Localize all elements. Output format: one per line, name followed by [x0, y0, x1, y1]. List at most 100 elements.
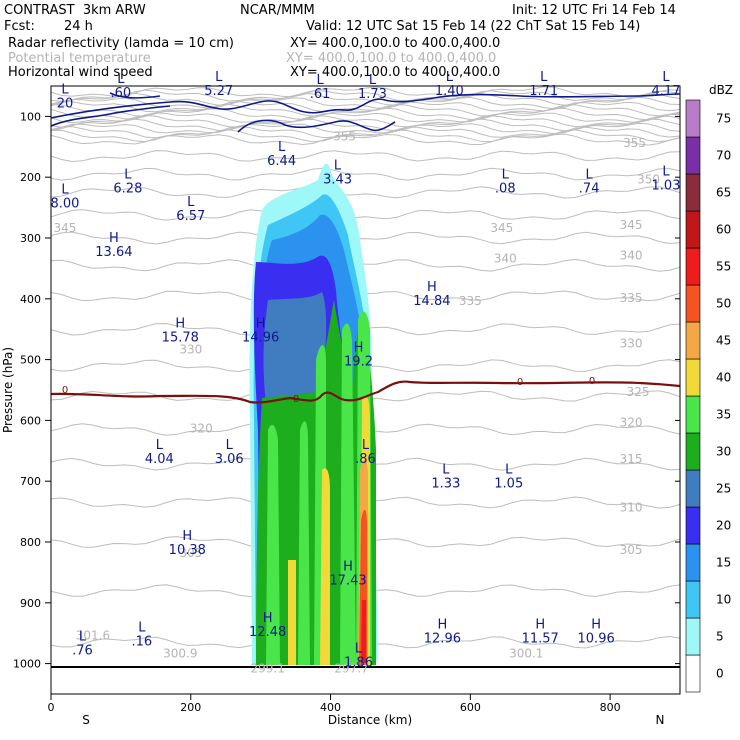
wind-extremum-value: 3.06: [215, 452, 244, 467]
model-title: CONTRAST 3km ARW: [4, 3, 146, 18]
theta-line: [51, 209, 680, 221]
wind-extremum-type: H: [182, 529, 192, 544]
y-tick-label: 900: [20, 597, 41, 610]
wind-extremum-value: 20: [57, 96, 74, 111]
field-reflectivity-xy: XY= 400.0,100.0 to 400.0,400.0: [290, 36, 501, 51]
colorbar-swatch: [685, 136, 701, 175]
wind-extremum-value: 4.04: [145, 452, 174, 467]
colorbar-swatch: [685, 654, 701, 693]
wind-extremum-type: H: [354, 341, 364, 356]
theta-label: 345: [490, 221, 513, 235]
y-tick-label: 300: [20, 232, 41, 245]
wind-extremum-value: 19.2: [344, 355, 373, 370]
colorbar-level-label: 35: [716, 408, 731, 422]
theta-label: 330: [179, 343, 202, 357]
theta-line: [51, 186, 680, 199]
y-tick-label: 100: [20, 110, 41, 123]
refl-55dbz: [361, 600, 366, 665]
wind-extremum-value: 1.03: [652, 178, 681, 193]
x-axis-label: Distance (km): [328, 713, 412, 727]
theta-line: [51, 129, 680, 143]
theta-label: 305: [179, 546, 202, 560]
wind-extremum-value: .61: [310, 87, 331, 102]
colorbar-swatch: [685, 617, 701, 656]
wind-extremum-value: 8.00: [51, 197, 80, 212]
wind-extremum-value: 4.17: [652, 84, 681, 99]
colorbar-swatch: [685, 99, 701, 138]
x-tick-label: 400: [320, 701, 341, 714]
field-theta-name: Potential temperature: [8, 51, 151, 66]
wind-extremum-type: H: [591, 617, 601, 632]
colorbar-level-label: 45: [716, 334, 731, 348]
theta-label: 355: [333, 130, 356, 144]
y-tick-label: 800: [20, 536, 41, 549]
wind-extremum-value: 3.43: [323, 172, 352, 187]
wind-extremum-type: L: [502, 167, 510, 182]
theta-line: [51, 231, 680, 245]
theta-line: [51, 100, 680, 113]
theta-label: 320: [190, 422, 213, 436]
colorbar-level-label: 5: [716, 630, 724, 644]
wind-extremum-value: 11.57: [522, 631, 559, 646]
colorbar-level-label: 40: [716, 371, 731, 385]
theta-label: 335: [459, 294, 482, 308]
wind-extremum-value: 12.48: [249, 625, 286, 640]
wind-extremum-value: 10.96: [578, 631, 615, 646]
colorbar-level-label: 70: [716, 149, 731, 163]
zero-line-label: 0: [517, 377, 523, 388]
wind-extremum-type: L: [446, 70, 454, 85]
wind-extremum-type: L: [586, 167, 594, 182]
wind-extremum-value: 15.78: [162, 330, 199, 345]
wind-extremum-type: L: [334, 158, 342, 173]
colorbar-swatch: [685, 395, 701, 434]
wind-extremum-type: L: [662, 164, 670, 179]
wind-extremum-type: H: [256, 316, 266, 331]
x-tick-label: 600: [460, 701, 481, 714]
colorbar-swatch: [685, 469, 701, 508]
plot-frame: [50, 85, 681, 695]
theta-line: [51, 103, 680, 117]
wind-extremum-value: .74: [579, 181, 600, 196]
colorbar-level-label: 65: [716, 186, 731, 200]
wind-extremum-value: .76: [72, 643, 93, 658]
field-theta-xy: XY= 400.0,100.0 to 400.0,400.0: [286, 51, 497, 66]
valid-time: Valid: 12 UTC Sat 15 Feb 14 (22 ChT Sat …: [306, 19, 641, 34]
colorbar-swatch: [685, 506, 701, 545]
theta-label: 320: [620, 415, 643, 429]
colorbar-swatch: [685, 321, 701, 360]
x-tick-label: 800: [600, 701, 621, 714]
zero-line-label: 0: [62, 385, 68, 396]
theta-line: [51, 86, 680, 98]
theta-line: [51, 258, 680, 272]
wind-extremum-value: 13.64: [95, 245, 132, 260]
x-end-label-left: S: [82, 713, 90, 727]
zero-line-label: 0: [589, 376, 595, 387]
theta-line: [51, 112, 680, 124]
theta-label: 340: [494, 251, 517, 265]
colorbar-swatch: [685, 432, 701, 471]
wind-extremum-type: L: [662, 70, 670, 85]
reflectivity-shading: [249, 163, 378, 666]
wind-extremum-type: L: [117, 72, 125, 87]
wind-extremum-type: L: [316, 73, 324, 88]
theta-label: 299.1: [250, 662, 284, 676]
fcst-value: 24 h: [64, 19, 93, 34]
wind-extremum-value: 10.38: [169, 543, 206, 558]
zero-contour-line: [51, 380, 680, 404]
colorbar-level-label: 15: [716, 556, 731, 570]
x-tick-label: 200: [180, 701, 201, 714]
wind-extremum-value: 5.27: [204, 84, 233, 99]
wind-extremum-value: 14.84: [413, 294, 450, 309]
wind-extremum-value: .08: [495, 181, 516, 196]
wind-extremum-type: L: [362, 438, 370, 453]
wind-extremum-value: 6.57: [176, 209, 205, 224]
field-wind-xy: XY= 400.0,100.0 to 400.0,400.0: [290, 65, 501, 80]
wind-extremum-type: L: [355, 642, 363, 657]
wind-extremum-type: H: [263, 611, 273, 626]
theta-line: [51, 167, 680, 181]
field-wind-name: Horizontal wind speed: [8, 65, 153, 80]
wind-extremum-value: 1.05: [494, 476, 523, 491]
wind-extremum-type: H: [427, 280, 437, 295]
x-end-label-right: N: [656, 713, 665, 727]
theta-label: 345: [54, 221, 77, 235]
